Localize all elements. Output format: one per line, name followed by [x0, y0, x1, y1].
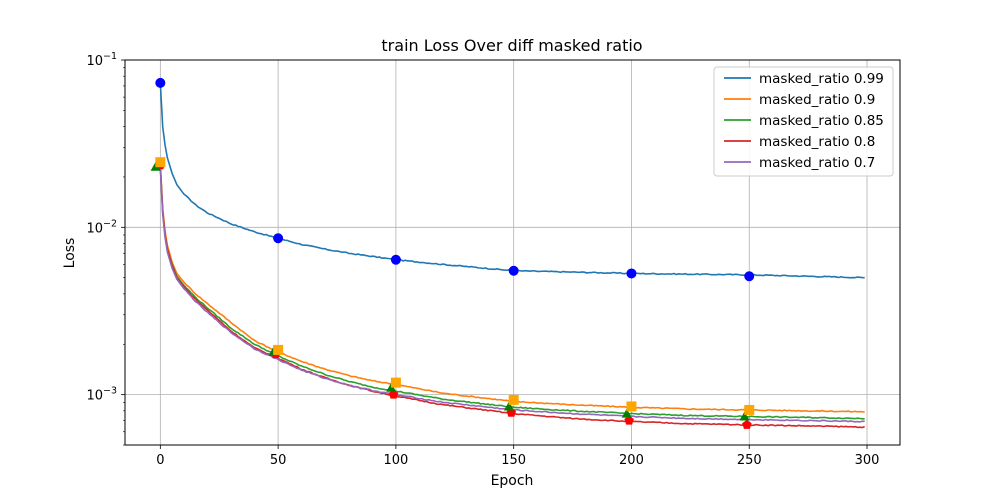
legend-label-1: masked_ratio 0.9	[759, 92, 875, 108]
legend: masked_ratio 0.99 masked_ratio 0.9 masked_…	[713, 66, 894, 177]
x-axis-label: Epoch	[491, 473, 534, 489]
x-tick-label: 0	[156, 453, 164, 468]
x-tick-label: 200	[619, 453, 644, 468]
x-tick-label: 150	[501, 453, 526, 468]
plot-frame	[124, 59, 901, 446]
legend-box	[713, 66, 894, 177]
marker-0-5	[744, 271, 755, 282]
x-tick-label: 50	[270, 453, 287, 468]
marker-0-2	[390, 254, 401, 265]
marker-3-4	[624, 415, 634, 425]
axes: 0 50 100 150 200 250 300 10−3 10−2 10−1	[86, 51, 879, 468]
marker-2-5	[739, 411, 750, 421]
chart-title: train Loss Over diff masked ratio	[381, 36, 642, 55]
series-markers	[150, 77, 755, 429]
x-tick-label: 250	[737, 453, 762, 468]
marker-3-2	[388, 389, 399, 399]
legend-label-0: masked_ratio 0.99	[759, 71, 884, 87]
y-axis-label: Loss	[62, 238, 78, 269]
y-tick-label: 10−1	[86, 51, 117, 69]
y-tick-label: 10−2	[86, 218, 117, 236]
marker-2-3	[503, 401, 514, 411]
marker-1-4	[626, 401, 637, 412]
marker-0-3	[508, 265, 519, 276]
marker-0-0	[155, 77, 166, 88]
marker-1-0	[155, 157, 166, 168]
x-tick-label: 100	[383, 453, 408, 468]
x-tick-label: 300	[855, 453, 880, 468]
marker-1-5	[744, 404, 755, 415]
legend-label-2: masked_ratio 0.85	[759, 113, 884, 129]
y-tick-label: 10−3	[86, 386, 117, 404]
legend-label-3: masked_ratio 0.8	[759, 134, 875, 150]
marker-0-4	[626, 268, 637, 279]
legend-label-4: masked_ratio 0.7	[759, 155, 875, 171]
marker-0-1	[273, 233, 284, 244]
marker-2-4	[621, 408, 632, 418]
marker-1-3	[508, 394, 519, 405]
marker-3-5	[742, 419, 752, 429]
marker-1-1	[273, 344, 284, 355]
marker-1-2	[390, 377, 401, 388]
